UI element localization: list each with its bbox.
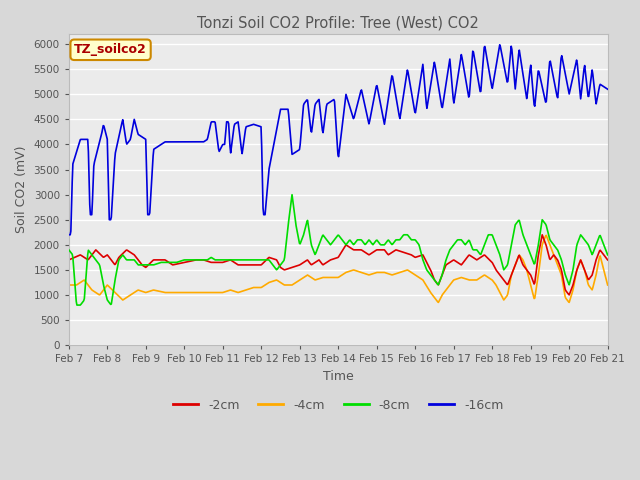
Title: Tonzi Soil CO2 Profile: Tree (West) CO2: Tonzi Soil CO2 Profile: Tree (West) CO2 (197, 15, 479, 30)
X-axis label: Time: Time (323, 370, 354, 383)
Text: TZ_soilco2: TZ_soilco2 (74, 43, 147, 56)
Legend: -2cm, -4cm, -8cm, -16cm: -2cm, -4cm, -8cm, -16cm (168, 394, 508, 417)
Y-axis label: Soil CO2 (mV): Soil CO2 (mV) (15, 146, 28, 233)
